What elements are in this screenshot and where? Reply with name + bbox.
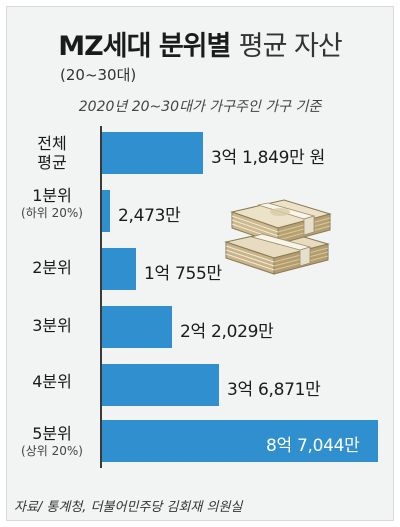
bar-value-label-1: 2,473만: [118, 206, 181, 226]
bar-value-label-2: 1억 755만: [144, 264, 222, 284]
category-label-q5: 5분위 (상위 20%): [6, 424, 98, 459]
chart-title: MZ세대 분위별 평균 자산: [58, 31, 343, 62]
category-label-sub: (상위 20%): [21, 444, 83, 458]
bar-value-label-4: 3억 6,871만: [227, 380, 321, 400]
category-label-main2: 평균: [37, 153, 67, 172]
category-label-main: 4분위: [32, 372, 72, 391]
category-label-total: 전체 평균: [6, 134, 98, 172]
category-axis-line: [100, 126, 102, 468]
bar-value-label-3: 2억 2,029만: [180, 322, 274, 342]
chart-title-age-range: (20~30대): [60, 66, 137, 84]
bar-0: [102, 132, 203, 174]
category-label-main: 1분위: [32, 186, 72, 205]
source-note: 자료/ 통계청, 더불어민주당 김회재 의원실: [14, 500, 243, 515]
bar-5: [102, 420, 378, 462]
chart-title-light: 평균 자산: [238, 31, 343, 62]
category-label-q3: 3분위: [6, 316, 98, 335]
category-label-q2: 2분위: [6, 258, 98, 277]
bar-1: [102, 190, 110, 232]
chart-title-bold: MZ세대 분위별: [58, 31, 231, 62]
category-label-main: 3분위: [32, 316, 72, 335]
category-label-main: 2분위: [32, 258, 72, 277]
category-label-q1: 1분위 (하위 20%): [6, 186, 98, 221]
category-label-q4: 4분위: [6, 372, 98, 391]
bar-4: [102, 364, 219, 406]
category-label-sub: (하위 20%): [21, 206, 83, 220]
money-stack-icon: [224, 199, 332, 275]
bar-value-label-5: 8억 7,044만: [266, 436, 360, 456]
category-label-main: 5분위: [32, 424, 72, 443]
category-label-main: 전체: [37, 134, 67, 153]
bar-2: [102, 248, 136, 290]
title-block: MZ세대 분위별 평균 자산: [0, 24, 400, 63]
chart-subtitle: 2020년 20~30대가 가구주인 가구 기준: [78, 99, 322, 115]
bar-value-label-0: 3억 1,849만 원: [211, 148, 325, 168]
bar-3: [102, 306, 172, 348]
